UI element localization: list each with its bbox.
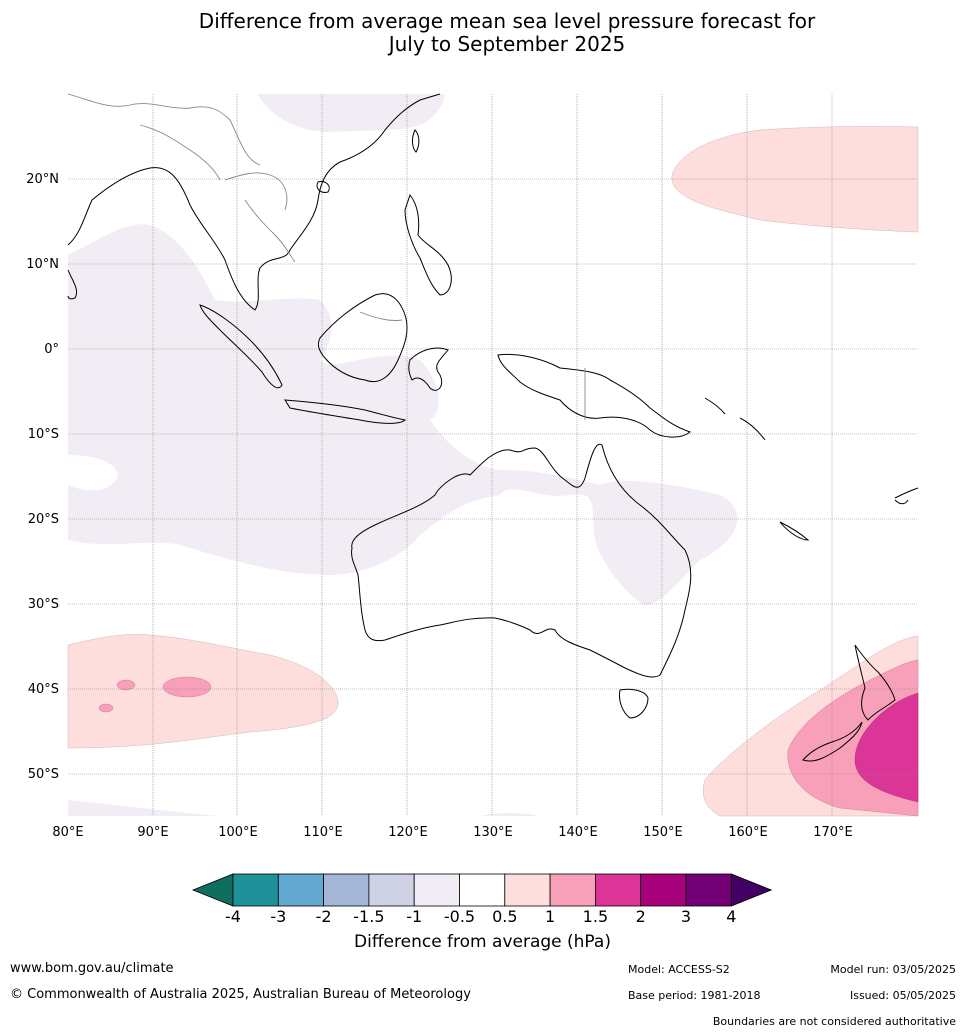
new-caledonia-coastline [779, 521, 810, 541]
lon-label: 90°E [137, 825, 168, 840]
colorbar-swatch [323, 873, 370, 907]
colorbar-swatch [459, 873, 506, 907]
colorbar-swatch [504, 873, 551, 907]
lat-label: 40°S [28, 682, 59, 697]
lon-label: 120°E [388, 825, 428, 840]
india-east-coastline [67, 269, 78, 300]
longitude-axis: 80°E 90°E 100°E 110°E 120°E 130°E 140°E … [52, 825, 852, 840]
colorbar-tick-label: -1 [406, 907, 422, 926]
anomaly-negative-shading [68, 94, 738, 816]
colorbar-tick-label: 2 [636, 907, 646, 926]
new-zealand-south-coastline [802, 721, 863, 762]
lat-label: 0° [44, 342, 59, 357]
lat-label: 10°S [28, 427, 59, 442]
lon-label: 130°E [473, 825, 513, 840]
lon-label: 100°E [218, 825, 258, 840]
java-coastline [284, 399, 407, 424]
borneo-coastline [317, 293, 408, 383]
coastlines [67, 93, 919, 762]
lat-label: 50°S [28, 767, 59, 782]
colorbar-swatch [640, 873, 687, 907]
footer-issued: Issued: 05/05/2025 [849, 989, 956, 1002]
lat-label: 20°N [26, 172, 59, 187]
country-borders [67, 93, 586, 420]
sulawesi-coastline [408, 347, 449, 391]
title-line-2: July to September 2025 [388, 32, 626, 56]
lon-label: 140°E [558, 825, 598, 840]
hainan-coastline [316, 181, 330, 193]
lat-label: 10°N [26, 257, 59, 272]
colorbar-tick-label: 1.5 [583, 907, 608, 926]
colorbar-title: Difference from average (hPa) [354, 932, 611, 952]
fiji-coastline [894, 487, 919, 505]
philippines-coastline [404, 193, 452, 296]
lon-label: 170°E [813, 825, 853, 840]
colorbar-extend-high [730, 873, 773, 907]
map-title: Difference from average mean sea level p… [0, 10, 965, 56]
graticule [68, 94, 918, 816]
footer-disclaimer: Boundaries are not considered authoritat… [712, 1015, 956, 1028]
colorbar-swatch [277, 873, 324, 907]
new-guinea-coastline [497, 353, 692, 438]
lat-label: 30°S [28, 597, 59, 612]
taiwan-coastline [412, 129, 420, 153]
colorbar-tick-label: -4 [225, 907, 241, 926]
asia-mainland-coastline [67, 93, 441, 311]
colorbar-tick-label: 4 [726, 907, 736, 926]
footer-copyright: © Commonwealth of Australia 2025, Austra… [10, 987, 471, 1002]
lon-label: 160°E [728, 825, 768, 840]
latitude-axis: 20°N 10°N 0° 10°S 20°S 30°S 40°S 50°S [26, 172, 59, 782]
anomaly-positive-shading [67, 126, 919, 817]
colorbar-tick-label: -1.5 [353, 907, 384, 926]
title-line-1: Difference from average mean sea level p… [198, 9, 816, 33]
sumatra-coastline [199, 304, 283, 389]
colorbar-tick-label: -0.5 [444, 907, 475, 926]
colorbar-swatch [685, 873, 732, 907]
colorbar-extend-low [191, 873, 234, 907]
colorbar: -4 -3 -2 -1.5 -1 -0.5 0.5 1 1.5 2 3 4 [191, 873, 773, 926]
footer-model-run: Model run: 03/05/2025 [830, 963, 956, 976]
lat-label: 20°S [28, 512, 59, 527]
solomon-islands-coastline [704, 397, 766, 441]
colorbar-swatch [232, 873, 279, 907]
colorbar-swatch [413, 873, 460, 907]
colorbar-swatch [549, 873, 596, 907]
tasmania-coastline [619, 688, 649, 719]
footer-base-period: Base period: 1981-2018 [628, 989, 761, 1002]
lon-label: 150°E [643, 825, 683, 840]
colorbar-swatch [595, 873, 642, 907]
colorbar-tick-label: 3 [681, 907, 691, 926]
australia-coastline [351, 443, 692, 678]
colorbar-swatch [368, 873, 415, 907]
lon-label: 80°E [52, 825, 83, 840]
colorbar-tick-label: 0.5 [492, 907, 517, 926]
new-zealand-north-coastline [854, 644, 896, 721]
footer-model: Model: ACCESS-S2 [628, 963, 730, 976]
colorbar-tick-label: 1 [545, 907, 555, 926]
footer-url[interactable]: www.bom.gov.au/climate [10, 961, 174, 976]
colorbar-tick-label: -3 [270, 907, 286, 926]
lon-label: 110°E [303, 825, 343, 840]
colorbar-tick-label: -2 [316, 907, 332, 926]
